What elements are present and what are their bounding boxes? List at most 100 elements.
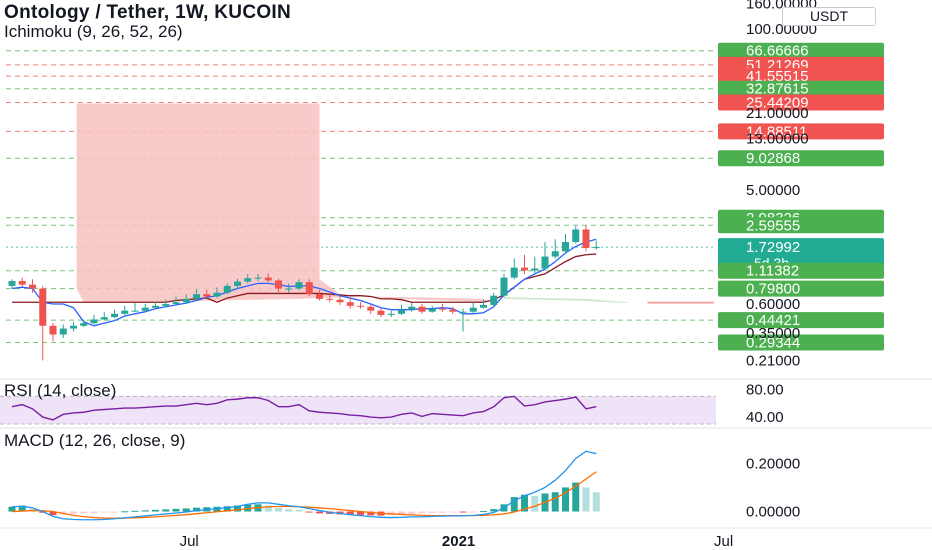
candle-body	[367, 306, 375, 311]
candle-body	[234, 281, 241, 286]
candle-body	[531, 268, 539, 271]
candle-body	[449, 309, 457, 312]
price-label-badge	[718, 94, 884, 111]
kijun-line	[12, 253, 597, 303]
macd-histogram-bar	[111, 511, 118, 513]
macd-histogram-bar	[551, 492, 559, 512]
rsi-pane: 80.00 40.00	[0, 378, 932, 426]
macd-histogram-bar	[398, 511, 405, 515]
macd-histogram-bar	[367, 511, 375, 516]
candle-body	[582, 229, 590, 249]
price-label: 0.79800	[746, 281, 800, 298]
candle-body	[131, 310, 139, 312]
price-tick-label: 21.00000	[746, 105, 809, 122]
macd-histogram-bar	[275, 507, 282, 512]
candle-body	[469, 307, 477, 312]
candle-body	[551, 251, 559, 257]
macd-legend[interactable]: MACD (12, 26, close, 9)	[4, 431, 186, 450]
macd-histogram-bar	[264, 505, 272, 512]
tenkan-line	[11, 238, 597, 327]
price-label-badge	[718, 280, 884, 297]
price-label-badge	[718, 312, 884, 329]
candle-body	[285, 288, 293, 290]
candle-body	[592, 247, 600, 249]
macd-histogram-bar	[572, 482, 580, 512]
macd-histogram-bar	[162, 509, 170, 512]
candle-body	[162, 304, 170, 306]
candle-body	[275, 280, 282, 289]
macd-histogram-bar	[152, 509, 159, 512]
macd-histogram-bar	[480, 511, 487, 513]
macd-histogram-bar	[316, 511, 323, 514]
macd-histogram-bar	[469, 511, 477, 513]
macd-histogram-bar	[234, 505, 241, 512]
macd-histogram-bar	[562, 487, 569, 512]
candle-body	[357, 305, 364, 307]
candle-body	[59, 328, 67, 335]
macd-histogram-bar	[70, 511, 77, 514]
cloud-bullish	[504, 297, 627, 304]
macd-histogram-bar	[285, 509, 293, 512]
candle-body	[387, 313, 395, 315]
candle-body	[213, 292, 221, 297]
macd-histogram-bar	[141, 510, 149, 512]
macd-histogram-bar	[172, 508, 180, 512]
candle-body	[562, 242, 569, 252]
macd-histogram-bar	[428, 511, 436, 513]
price-axis[interactable]: 66.6666651.2126941.5551532.8761525.44209…	[718, 0, 884, 369]
price-label: 14.88511	[746, 123, 807, 140]
candle-body	[90, 319, 98, 324]
candle-body	[541, 256, 549, 269]
candle-body	[141, 307, 149, 311]
candle-body	[336, 299, 344, 303]
price-label-badge	[718, 42, 884, 59]
candle-body	[346, 302, 354, 306]
candle-body	[18, 281, 26, 285]
macd-histogram-bar	[100, 511, 108, 513]
rsi-legend[interactable]: RSI (14, close)	[4, 381, 117, 400]
ichimoku-legend[interactable]: Ichimoku (9, 26, 52, 26)	[4, 22, 183, 41]
price-tick-label: 13.00000	[746, 131, 809, 148]
price-label: 66.66666	[746, 43, 809, 60]
time-tick-label: 2021	[442, 533, 475, 550]
price-tick-label: 0.35000	[746, 325, 800, 342]
price-label-badge	[718, 334, 884, 351]
rsi-tick-label: 80.00	[746, 381, 784, 398]
candle-body	[29, 284, 36, 289]
candle-body	[480, 304, 487, 308]
price-label-badge	[718, 150, 884, 167]
price-tick-label: 5.00000	[746, 182, 800, 199]
candle-body	[326, 298, 334, 300]
candle-body	[49, 325, 57, 335]
candle-body	[428, 308, 436, 312]
macd-histogram-bar	[490, 509, 498, 512]
candle-body	[254, 277, 262, 279]
macd-histogram-bar	[449, 511, 457, 513]
macd-histogram-bar	[131, 510, 139, 512]
candle-body	[521, 267, 528, 271]
rsi-line	[11, 395, 597, 421]
macd-histogram-bar	[80, 511, 88, 514]
macd-histogram-bar	[521, 494, 528, 512]
price-label-badge	[718, 80, 884, 97]
macd-histogram-bar	[346, 511, 354, 515]
price-label-badge	[718, 123, 884, 140]
candle-body	[193, 294, 200, 299]
macd-histogram-bar	[193, 507, 200, 512]
candle-body	[80, 323, 88, 326]
candle-body	[152, 305, 159, 308]
macd-histogram-bar	[49, 511, 57, 516]
candle-body	[172, 302, 180, 304]
currency-button[interactable]: USDT	[782, 7, 876, 26]
candle-body	[203, 294, 211, 297]
candle-body	[39, 288, 47, 326]
price-label: 25.44209	[746, 95, 809, 112]
candle-body	[490, 295, 498, 305]
price-label: 0.44421	[746, 312, 800, 329]
cloud-bearish	[76, 103, 494, 303]
macd-histogram-bar	[305, 511, 313, 513]
macd-line	[11, 450, 597, 521]
ichimoku-cloud	[76, 103, 715, 304]
price-label: 0.29344	[746, 334, 800, 351]
time-axis[interactable]: Jul 2021 Jul	[0, 527, 932, 550]
